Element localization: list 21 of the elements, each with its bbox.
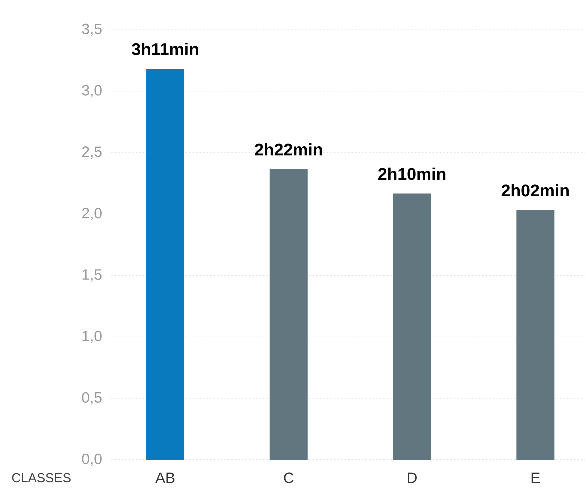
y-tick-label: 1,5	[82, 270, 102, 282]
data-label: 2h10min	[378, 168, 446, 180]
bar	[270, 169, 308, 460]
x-tick-label: E	[532, 472, 540, 484]
bar	[516, 210, 555, 460]
bar	[393, 194, 432, 460]
x-tick-label: C	[284, 472, 294, 484]
x-axis-title: CLASSES	[12, 473, 71, 483]
y-tick-label: 1,0	[82, 330, 102, 344]
data-label: 2h02min	[502, 184, 569, 197]
x-tick-label: D	[408, 472, 417, 484]
data-label: 3h11min	[132, 42, 198, 56]
y-tick-label: 3,0	[82, 85, 102, 98]
data-label: 2h22min	[255, 143, 322, 156]
y-tick-label: 2,0	[82, 208, 102, 220]
y-tick-label: 0,0	[82, 454, 102, 466]
bar	[146, 68, 185, 460]
y-tick-label: 2,5	[82, 146, 102, 160]
y-tick-label: 0,5	[82, 392, 102, 405]
y-tick-label: 3,5	[82, 24, 102, 36]
x-tick-label: AB	[156, 472, 175, 484]
